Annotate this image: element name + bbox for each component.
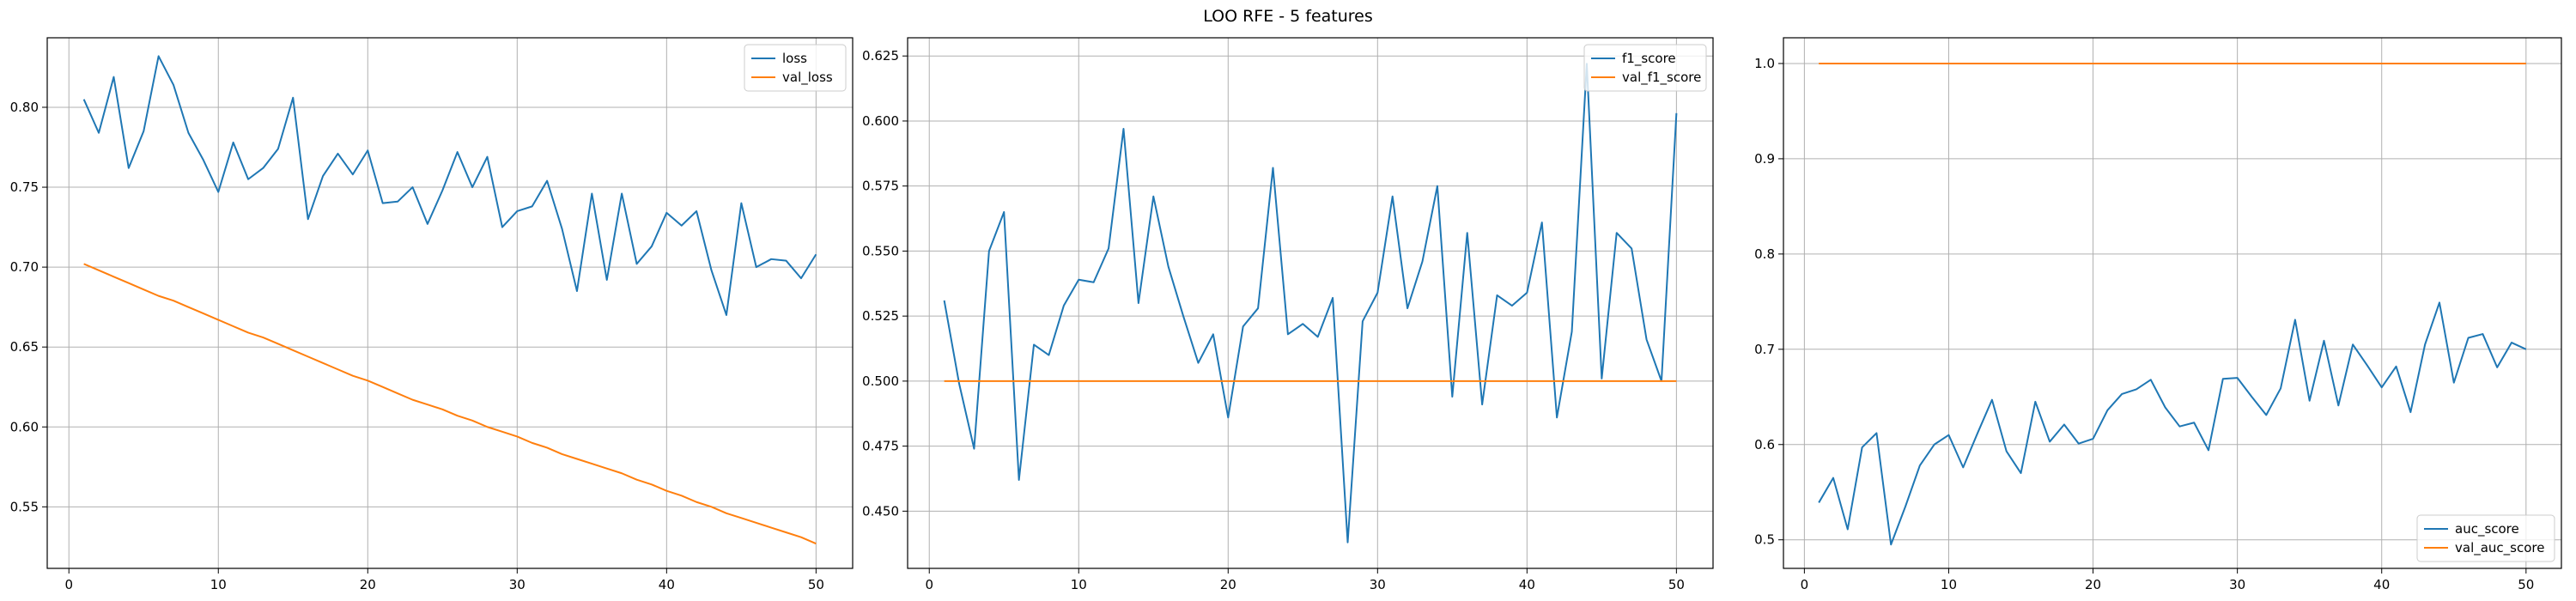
y-tick-label: 0.65 [10,339,39,355]
x-tick-label: 50 [2518,577,2534,592]
y-tick-label: 1.0 [1754,56,1775,71]
y-tick-label: 0.450 [862,503,899,519]
series-line-val-loss [83,263,817,545]
y-tick-label: 0.60 [10,419,39,434]
f1-score-subplot: 0 10 20 30 40 50 0.450 0.475 0.500 0.525 0.550 0.57… [862,37,1714,592]
x-tick-label: 50 [808,577,824,592]
y-tick-label: 0.550 [862,243,899,258]
x-tick-label: 10 [1941,577,1957,592]
y-tick-label: 0.5 [1754,532,1775,548]
y-tick-label: 0.7 [1754,342,1775,357]
x-tick-label: 30 [509,577,526,592]
series-line-f1-score [943,63,1678,543]
y-tick-label: 0.80 [10,100,39,115]
auc-score-subplot: 0 10 20 30 40 50 0.5 0.6 0.7 0.8 0.9 1.0 auc_scoreva… [1754,37,2562,592]
legend-label: loss [782,51,807,66]
legend-label: val_loss [782,70,833,86]
axes-frame [46,37,854,569]
legend-label: val_f1_score [1622,70,1701,86]
x-tick-label: 30 [2229,577,2245,592]
y-tick-label: 0.70 [10,259,39,275]
x-tick-label: 10 [210,577,227,592]
figure-title: LOO RFE - 5 features [1203,7,1373,26]
x-tick-label: 10 [1071,577,1087,592]
series-line-auc-score [1818,301,2527,546]
legend-label: f1_score [1622,51,1676,67]
y-tick-label: 0.500 [862,373,899,389]
x-tick-label: 50 [1668,577,1685,592]
y-tick-label: 0.55 [10,499,39,514]
legend-box [1583,44,1707,92]
legend-label: auc_score [2455,521,2519,537]
x-tick-label: 30 [1370,577,1386,592]
axes-frame [907,37,1714,569]
x-tick-label: 40 [659,577,675,592]
x-tick-label: 0 [925,577,933,592]
legend-label: val_auc_score [2455,540,2545,556]
y-tick-label: 0.625 [862,48,899,64]
y-tick-label: 0.475 [862,439,899,454]
x-tick-label: 40 [1519,577,1535,592]
y-tick-label: 0.8 [1754,246,1775,262]
y-tick-label: 0.575 [862,179,899,194]
legend-box [2416,514,2555,562]
loss-subplot: 0 10 20 30 40 50 0.55 0.60 0.65 0.70 0.75 0.80 loss v… [10,37,854,592]
x-tick-label: 20 [2085,577,2101,592]
x-tick-label: 0 [64,577,73,592]
legend: f1_score val_f1_score [1583,44,1707,92]
y-tick-label: 0.9 [1754,151,1775,167]
legend: auc_score val_auc_score [2416,514,2555,562]
x-tick-label: 20 [360,577,376,592]
x-tick-label: 20 [1220,577,1236,592]
x-tick-label: 0 [1801,577,1809,592]
axes-frame [1783,37,2562,569]
x-tick-label: 40 [2373,577,2390,592]
series-line-loss [82,55,817,316]
y-tick-label: 0.600 [862,113,899,129]
legend: loss val_loss [744,44,847,92]
y-tick-label: 0.525 [862,308,899,324]
y-tick-label: 0.75 [10,179,39,195]
legend-box [744,44,847,92]
y-tick-label: 0.6 [1754,437,1775,452]
